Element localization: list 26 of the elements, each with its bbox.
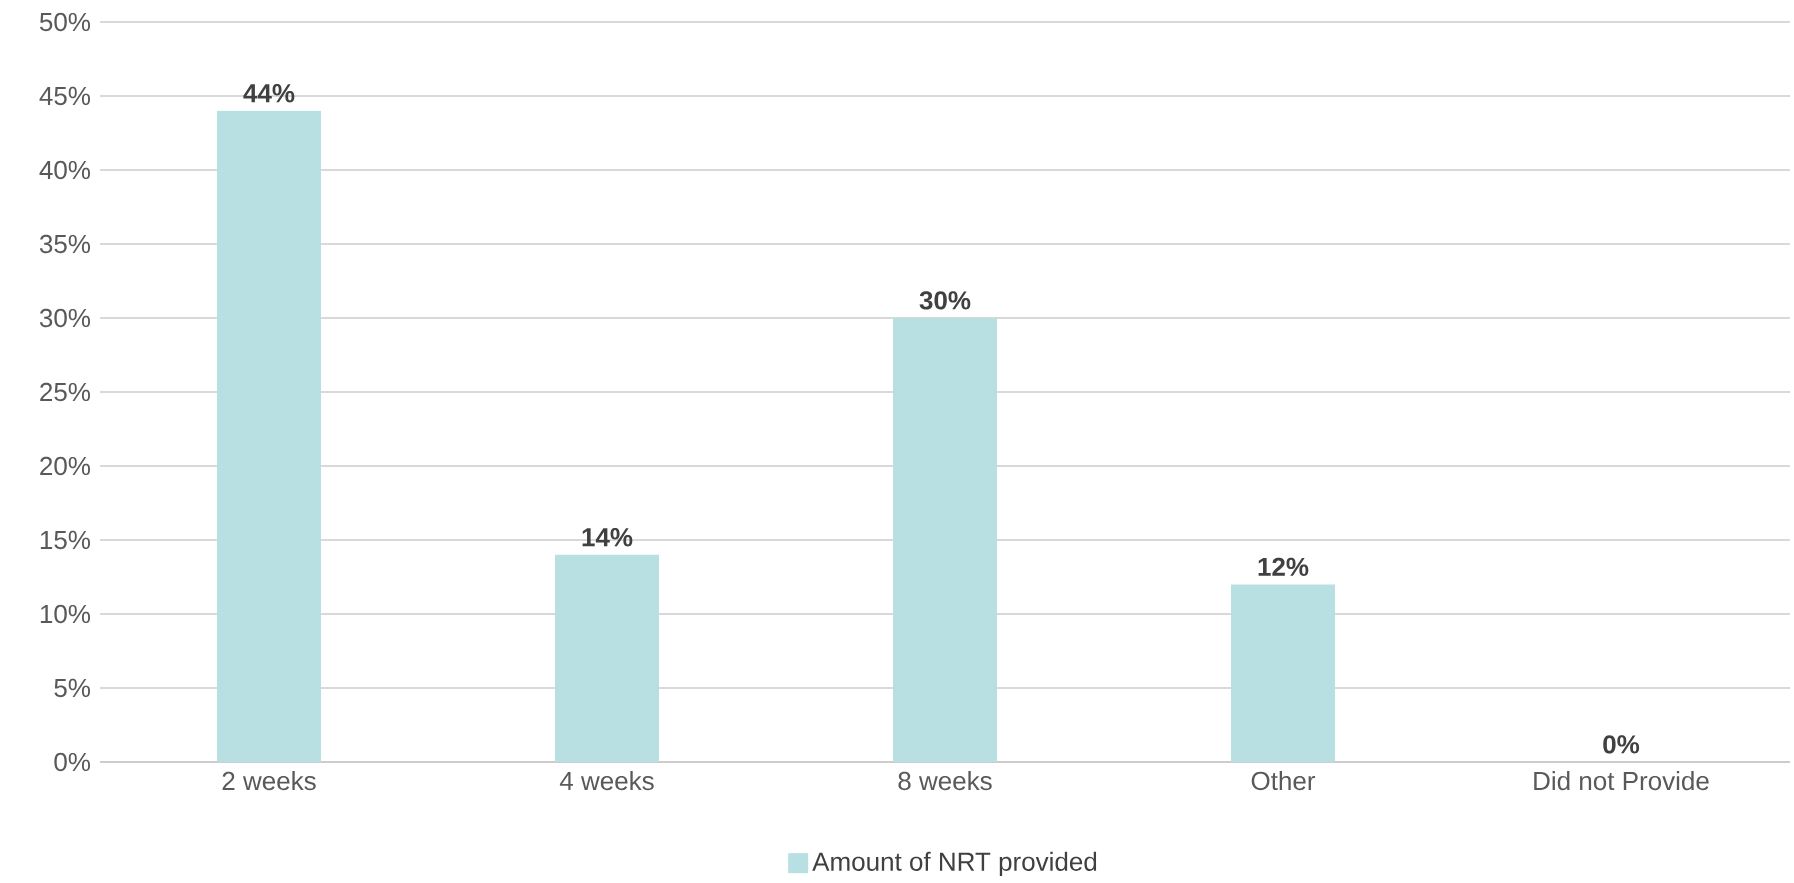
text: 14%: [582, 528, 633, 547]
bar: [1231, 584, 1335, 763]
y-tick-label: 15%: [40, 531, 91, 550]
y-tick-label: 25%: [40, 383, 91, 402]
y-tick-label: 20%: [40, 457, 91, 476]
x-tick-label: Did not Provide: [1534, 771, 1709, 791]
text: 30%: [919, 291, 971, 310]
text: 44%: [243, 84, 295, 103]
x-tick-label: 2 weeks: [222, 771, 316, 791]
y-tick-label: 5%: [54, 679, 91, 698]
x-tick-label: Other: [1251, 771, 1316, 791]
legend-label: Amount of NRT provided: [812, 852, 1097, 877]
x-tick-label: 8 weeks: [898, 771, 992, 791]
y-tick-label: 35%: [39, 235, 91, 254]
y-tick-label: 50%: [39, 13, 91, 32]
y-tick-label: 10%: [40, 605, 91, 624]
x-tick-label: 4 weeks: [559, 771, 654, 791]
text: 12%: [1258, 557, 1309, 577]
y-tick-label: 0%: [54, 753, 91, 772]
text: 0%: [1603, 735, 1640, 754]
bar: [893, 318, 997, 763]
y-tick-label: 45%: [39, 87, 91, 106]
y-tick-label: 30%: [39, 309, 91, 328]
bar: [217, 111, 322, 763]
y-tick-label: 40%: [39, 161, 91, 180]
bar: [555, 555, 659, 763]
